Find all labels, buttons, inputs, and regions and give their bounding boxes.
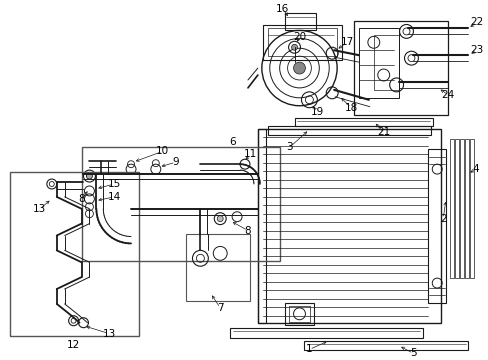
Bar xyxy=(358,28,398,98)
Circle shape xyxy=(291,44,297,50)
Bar xyxy=(454,139,458,278)
Text: 14: 14 xyxy=(107,192,121,202)
Bar xyxy=(294,118,432,126)
Bar xyxy=(427,149,445,303)
Bar xyxy=(284,303,314,325)
Text: 19: 19 xyxy=(310,107,323,117)
Text: 5: 5 xyxy=(409,348,416,359)
Text: 20: 20 xyxy=(292,32,305,42)
Text: 9: 9 xyxy=(172,157,179,167)
Bar xyxy=(464,139,468,278)
Circle shape xyxy=(293,62,305,74)
Text: 12: 12 xyxy=(67,339,80,350)
Bar xyxy=(288,306,310,322)
Text: 24: 24 xyxy=(441,90,454,100)
Text: 21: 21 xyxy=(376,127,389,138)
Text: 1: 1 xyxy=(305,345,312,355)
Bar xyxy=(459,139,463,278)
Bar xyxy=(267,126,430,135)
Circle shape xyxy=(86,173,92,179)
Bar xyxy=(257,130,440,323)
Text: 11: 11 xyxy=(243,149,256,159)
Bar xyxy=(373,35,398,90)
Bar xyxy=(449,139,453,278)
Bar xyxy=(284,13,316,30)
Text: 4: 4 xyxy=(471,164,478,174)
Text: 13: 13 xyxy=(102,329,116,339)
Circle shape xyxy=(217,216,223,222)
Text: 18: 18 xyxy=(344,103,357,113)
Bar xyxy=(257,130,265,323)
Text: 7: 7 xyxy=(217,303,223,313)
Text: 3: 3 xyxy=(285,142,292,152)
Bar xyxy=(262,26,342,60)
Bar xyxy=(10,172,139,336)
Bar xyxy=(267,28,336,56)
Bar xyxy=(353,21,447,114)
Text: 8: 8 xyxy=(78,194,84,204)
Bar xyxy=(81,147,279,261)
Text: 15: 15 xyxy=(107,179,121,189)
Bar xyxy=(230,328,423,338)
Bar xyxy=(185,234,249,301)
Bar xyxy=(469,139,473,278)
Text: 2: 2 xyxy=(439,214,446,224)
Text: 16: 16 xyxy=(275,4,289,14)
Text: 17: 17 xyxy=(340,37,353,47)
Text: 23: 23 xyxy=(469,45,483,55)
Text: 13: 13 xyxy=(33,204,46,214)
Bar xyxy=(304,341,467,350)
Text: 6: 6 xyxy=(228,138,235,147)
Text: 22: 22 xyxy=(469,18,483,27)
Text: 10: 10 xyxy=(156,146,169,156)
Text: 8: 8 xyxy=(244,226,251,235)
